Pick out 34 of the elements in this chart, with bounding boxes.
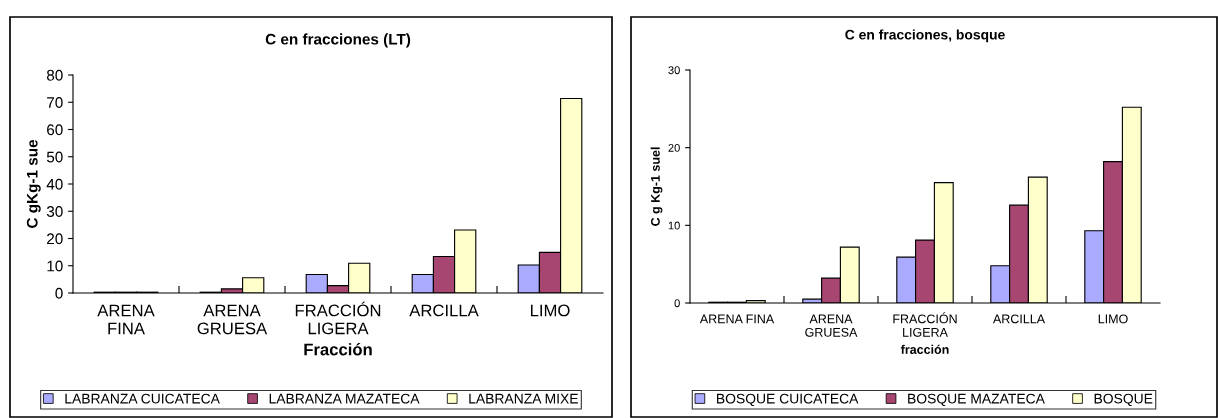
legend-label: BOSQUE CUICATECA — [717, 393, 859, 407]
y-axis-title: C gKg-1 sue — [26, 139, 41, 228]
x-tick-label: ARENA GRUESA — [805, 314, 858, 337]
chart-title: C en fracciones (LT) — [265, 33, 411, 48]
y-tick-label: 50 — [46, 151, 63, 163]
y-tick-label: 40 — [46, 178, 63, 190]
legend-label: BOSQUE MAZATECA — [908, 393, 1045, 407]
y-tick-label: 80 — [46, 69, 63, 81]
x-tick-label: FRACCIÓN LIGERA — [295, 301, 381, 335]
x-axis-title: fracción — [900, 344, 949, 354]
y-tick-label: 10 — [668, 221, 680, 230]
x-tick-label: LIMO — [530, 304, 570, 317]
chart-title: C en fracciones, bosque — [845, 29, 1005, 43]
x-tick-label: ARCILLA — [409, 304, 479, 317]
legend-label: LABRANZA MIXE — [469, 393, 578, 404]
y-tick-label: 30 — [668, 66, 680, 75]
y-tick-label: 20 — [668, 143, 680, 152]
legend-label: BOSQUE — [1094, 393, 1153, 407]
y-tick-label: 0 — [55, 287, 63, 299]
y-tick-label: 20 — [47, 233, 63, 245]
y-axis-title: C g Kg-1 suel — [650, 147, 663, 226]
y-tick-label: 0 — [674, 299, 680, 308]
x-tick-label: ARENA FINA — [97, 304, 155, 335]
y-tick-label: 10 — [47, 260, 63, 272]
legend-label: LABRANZA MAZATECA — [269, 393, 420, 404]
x-axis-title: Fracción — [304, 343, 372, 356]
x-tick-label: ARENA GRUESA — [197, 304, 268, 335]
x-tick-label: ARCILLA — [992, 314, 1046, 324]
y-tick-label: 70 — [47, 97, 63, 108]
legend-label: LABRANZA CUICATECA — [65, 393, 220, 404]
y-tick-label: 30 — [46, 206, 63, 217]
y-tick-label: 60 — [47, 124, 63, 136]
x-tick-label: LIMO — [1098, 314, 1128, 324]
x-tick-label: ARENA FINA — [699, 314, 775, 324]
